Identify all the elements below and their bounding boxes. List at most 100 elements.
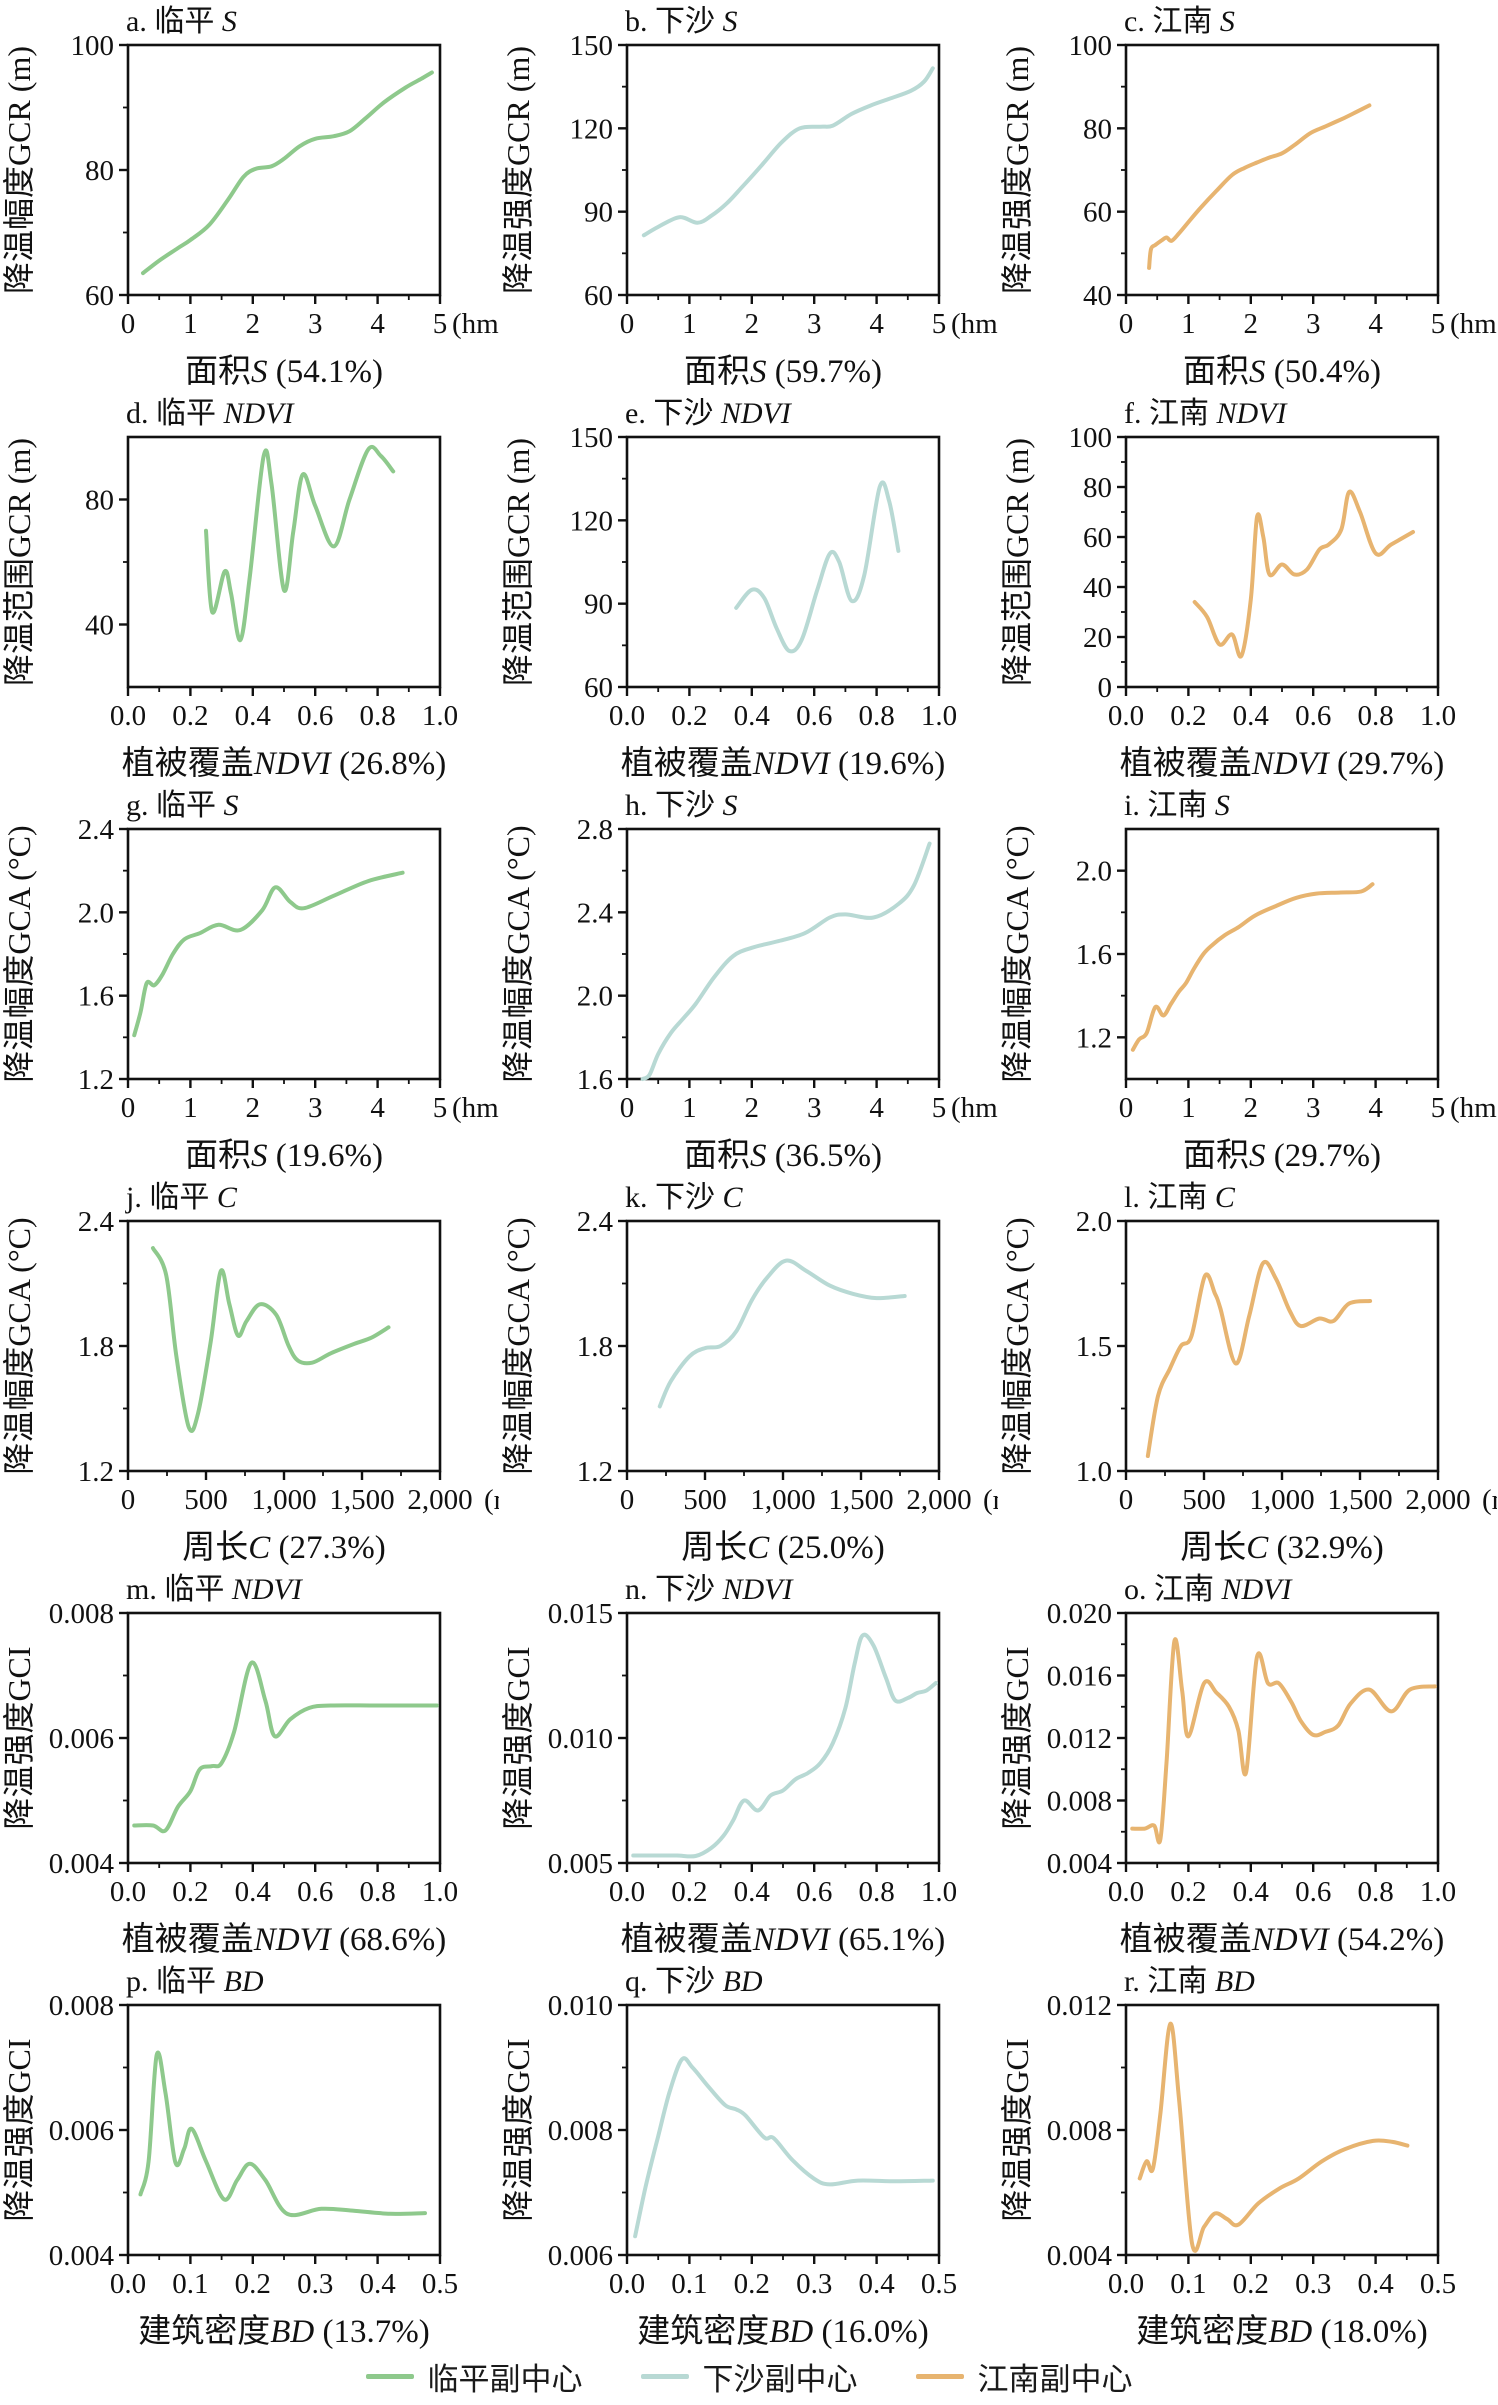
svg-text:1: 1 bbox=[682, 308, 697, 340]
chart-canvas-c: 0 1 2 3 4 5 40 60 80 100 c. 江南 S 降温强度GCR (m) 面积S (50… bbox=[999, 5, 1497, 390]
x-axis-label-b: 面积S (59.7%) bbox=[684, 354, 882, 390]
svg-text:4: 4 bbox=[1368, 308, 1383, 340]
svg-text:0.8: 0.8 bbox=[359, 700, 395, 732]
svg-text:80: 80 bbox=[85, 155, 114, 187]
chart-q: 0.0 0.1 0.2 0.3 0.4 0.5 0.006 0.008 0.010 q. 下沙 B… bbox=[499, 1960, 998, 2352]
x-axis-ticks bbox=[1124, 687, 1440, 696]
plot-border bbox=[1124, 1219, 1440, 1473]
svg-text:0: 0 bbox=[121, 308, 136, 340]
svg-text:150: 150 bbox=[570, 30, 614, 62]
svg-text:1: 1 bbox=[183, 1092, 198, 1124]
chart-grid: 0 1 2 3 4 5 60 80 100 a. 临平 S 降温幅度GCR (m) 面积S (54.1… bbox=[0, 0, 1497, 2352]
chart-title-o: o. 江南 NDVI bbox=[1124, 1573, 1294, 1606]
svg-text:1.0: 1.0 bbox=[921, 700, 957, 732]
y-axis-label-o: 降温强度GCI bbox=[999, 1646, 1035, 1829]
plot-border bbox=[625, 827, 941, 1081]
series-curve-j bbox=[150, 1246, 391, 1433]
svg-text:0: 0 bbox=[1119, 1484, 1134, 1516]
chart-canvas-q: 0.0 0.1 0.2 0.3 0.4 0.5 0.006 0.008 0.010 q. 下沙 B… bbox=[500, 1965, 957, 2350]
x-axis-label-j: 周长C (27.3%) bbox=[182, 1530, 385, 1566]
svg-text:0: 0 bbox=[1119, 308, 1134, 340]
svg-text:90: 90 bbox=[584, 589, 613, 621]
plot-border bbox=[1124, 827, 1440, 1081]
chart-canvas-f: 0.0 0.2 0.4 0.6 0.8 1.0 0 20 40 60 80 100 f. 江南 NDVI… bbox=[999, 397, 1456, 782]
svg-text:2,000: 2,000 bbox=[407, 1484, 472, 1516]
svg-text:0.2: 0.2 bbox=[235, 2268, 271, 2300]
plot-border bbox=[126, 2003, 442, 2257]
x-axis-unit-i: (hm²) bbox=[1450, 1092, 1497, 1124]
series-curve-h bbox=[640, 841, 932, 1081]
svg-text:0.6: 0.6 bbox=[1295, 1876, 1331, 1908]
chart-title-e: e. 下沙 NDVI bbox=[625, 397, 793, 430]
series-curve-d bbox=[204, 444, 396, 643]
x-axis-label-n: 植被覆盖NDVI (65.1%) bbox=[621, 1921, 945, 1958]
svg-text:1.2: 1.2 bbox=[1076, 1022, 1112, 1054]
svg-text:0.004: 0.004 bbox=[1047, 1848, 1113, 1880]
svg-text:80: 80 bbox=[85, 485, 114, 517]
x-axis-unit-h: (hm²) bbox=[951, 1092, 998, 1124]
y-axis-ticks bbox=[119, 1219, 128, 1473]
chart-canvas-a: 0 1 2 3 4 5 60 80 100 a. 临平 S 降温幅度GCR (m) 面积S (54.1… bbox=[1, 5, 499, 390]
svg-text:3: 3 bbox=[308, 308, 323, 340]
legend-label-jiangnan: 江南副中心 bbox=[977, 2361, 1133, 2397]
y-axis-ticks bbox=[119, 1611, 128, 1865]
y-axis-ticks bbox=[119, 498, 128, 626]
x-axis-label-q: 建筑密度BD (16.0%) bbox=[637, 2313, 928, 2350]
svg-text:500: 500 bbox=[683, 1484, 727, 1516]
svg-text:0.004: 0.004 bbox=[1047, 2240, 1113, 2272]
y-axis-ticks bbox=[618, 827, 627, 1081]
x-axis-unit-k: (m) bbox=[983, 1484, 998, 1516]
x-axis-label-h: 面积S (36.5%) bbox=[684, 1138, 882, 1174]
svg-text:0.3: 0.3 bbox=[297, 2268, 333, 2300]
chart-title-d: d. 临平 NDVI bbox=[126, 397, 296, 430]
svg-text:0.008: 0.008 bbox=[49, 1990, 114, 2022]
y-axis-ticks bbox=[618, 1219, 627, 1473]
chart-canvas-g: 0 1 2 3 4 5 1.2 1.6 2.0 2.4 g. 临平 S 降温幅度GCA (°C) 面积S… bbox=[1, 789, 499, 1174]
x-axis-label-g: 面积S (19.6%) bbox=[185, 1138, 383, 1174]
plot-border bbox=[1124, 2003, 1440, 2257]
svg-text:20: 20 bbox=[1083, 622, 1112, 654]
svg-text:0.5: 0.5 bbox=[422, 2268, 458, 2300]
svg-text:90: 90 bbox=[584, 197, 613, 229]
svg-text:0.008: 0.008 bbox=[1047, 1786, 1112, 1818]
svg-text:4: 4 bbox=[370, 1092, 385, 1124]
svg-text:0.0: 0.0 bbox=[609, 2268, 645, 2300]
chart-title-j: j. 临平 C bbox=[125, 1181, 238, 1214]
series-curve-i bbox=[1130, 882, 1375, 1052]
x-axis-label-l: 周长C (32.9%) bbox=[1180, 1530, 1383, 1566]
series-curve-p bbox=[138, 2050, 427, 2218]
x-axis-ticks bbox=[126, 687, 442, 696]
chart-g: 0 1 2 3 4 5 1.2 1.6 2.0 2.4 g. 临平 S 降温幅度GCA (°C) 面积S… bbox=[0, 784, 499, 1176]
chart-b: 0 1 2 3 4 5 60 90 120 150 b. 下沙 S 降温强度GCR (m) 面积S (5… bbox=[499, 0, 998, 392]
y-axis-label-k: 降温幅度GCA (°C) bbox=[500, 1217, 536, 1474]
svg-text:0.2: 0.2 bbox=[671, 1876, 707, 1908]
y-axis-label-a: 降温幅度GCR (m) bbox=[1, 46, 37, 294]
x-axis-ticks bbox=[625, 1079, 941, 1088]
svg-text:0.8: 0.8 bbox=[1357, 700, 1393, 732]
y-axis-label-b: 降温强度GCR (m) bbox=[500, 46, 536, 294]
svg-text:0.4: 0.4 bbox=[359, 2268, 396, 2300]
plot-border bbox=[625, 2003, 941, 2257]
svg-text:80: 80 bbox=[1083, 113, 1112, 145]
svg-text:5: 5 bbox=[932, 308, 947, 340]
svg-text:0.0: 0.0 bbox=[609, 1876, 645, 1908]
svg-text:0.005: 0.005 bbox=[548, 1848, 613, 1880]
y-axis-label-g: 降温幅度GCA (°C) bbox=[1, 825, 37, 1082]
y-axis-label-e: 降温范围GCR (m) bbox=[500, 438, 536, 686]
x-axis-ticks bbox=[1124, 1863, 1440, 1872]
svg-text:0.4: 0.4 bbox=[1233, 1876, 1270, 1908]
x-axis-label-r: 建筑密度BD (18.0%) bbox=[1136, 2313, 1427, 2350]
chart-canvas-j: 0 500 1,000 1,500 2,000 1.2 1.8 2.4 j. 临平 C 降温幅度G… bbox=[1, 1181, 499, 1566]
svg-text:0.2: 0.2 bbox=[1233, 2268, 1269, 2300]
y-axis-ticks bbox=[618, 1611, 627, 1865]
svg-text:80: 80 bbox=[1083, 472, 1112, 504]
y-axis-ticks bbox=[1117, 1611, 1126, 1865]
svg-text:40: 40 bbox=[1083, 280, 1112, 312]
svg-text:2,000: 2,000 bbox=[906, 1484, 971, 1516]
legend-label-xiasha: 下沙副中心 bbox=[702, 2361, 858, 2397]
svg-text:2.8: 2.8 bbox=[577, 814, 613, 846]
legend-line-jiangnan-icon bbox=[915, 2373, 964, 2379]
svg-text:4: 4 bbox=[370, 308, 385, 340]
svg-text:0.006: 0.006 bbox=[49, 1723, 114, 1755]
legend-label-linping: 临平副中心 bbox=[427, 2361, 583, 2397]
